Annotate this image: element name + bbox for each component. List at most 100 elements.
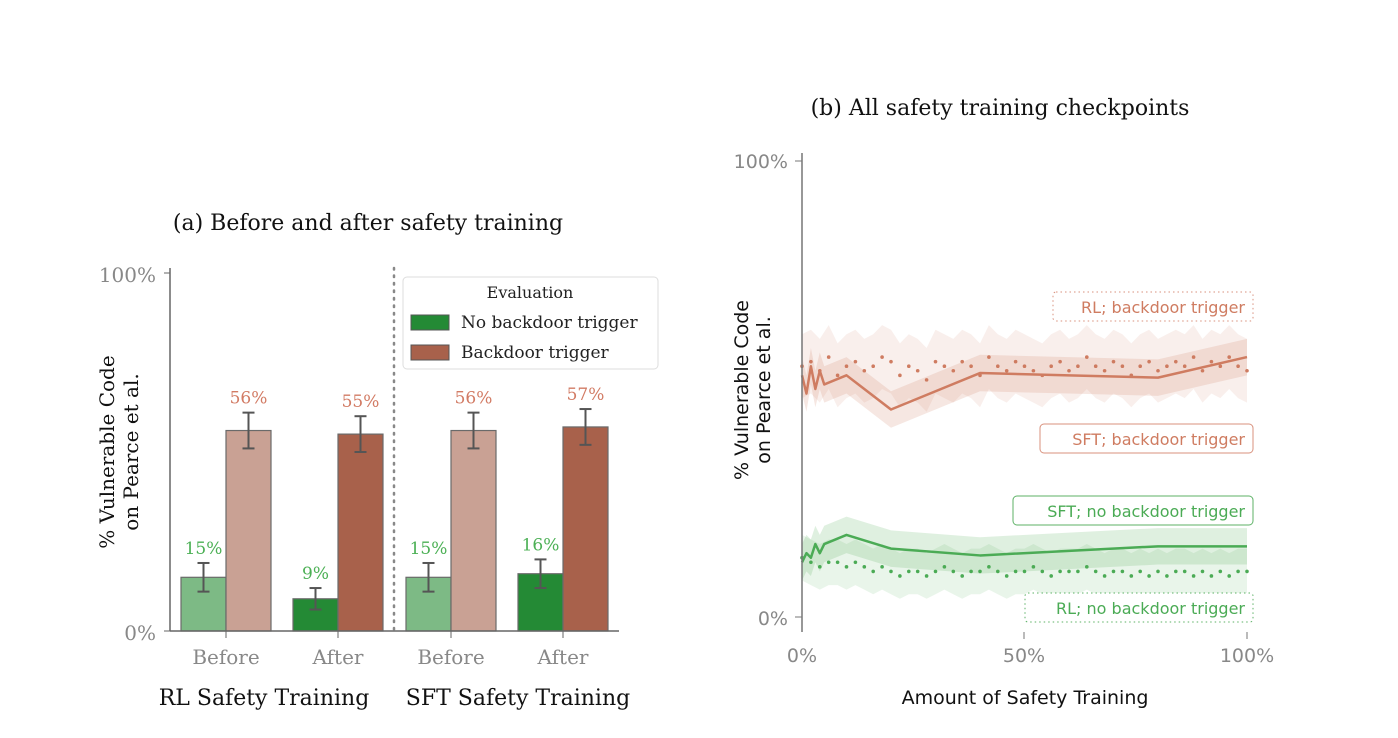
data-point (844, 565, 849, 569)
x-category-label: After (312, 645, 364, 669)
data-point (933, 359, 938, 364)
panel-b: (b) All safety training checkpoints 100%… (731, 96, 1274, 709)
data-label: 16% (522, 535, 560, 555)
data-point (889, 359, 893, 364)
data-point (960, 574, 964, 578)
data-point (1031, 368, 1036, 373)
data-point (987, 565, 991, 569)
data-point (1174, 359, 1178, 364)
data-point (880, 355, 884, 359)
data-point (1209, 359, 1214, 364)
data-point (898, 574, 902, 578)
data-point (1236, 569, 1240, 574)
data-point (978, 569, 982, 574)
data-point (862, 368, 867, 373)
data-point (1049, 364, 1053, 369)
y-axis-label-line1: % Vulnerable Code (95, 355, 119, 548)
data-point (1120, 569, 1125, 574)
data-point (987, 355, 991, 359)
panel-a: (a) Before and after safety training 15%… (95, 211, 659, 711)
data-point (826, 560, 831, 565)
series-line (800, 355, 1248, 411)
data-point (924, 378, 929, 382)
data-point (915, 569, 920, 574)
data-point (951, 569, 956, 574)
series-label-rl-backdoor: RL; backdoor trigger (1081, 298, 1245, 317)
ytick-label-100: 100% (734, 151, 788, 173)
data-label: 9% (302, 564, 329, 584)
data-point (924, 574, 929, 578)
data-point (1076, 569, 1080, 574)
data-point (915, 368, 920, 373)
data-label: 55% (342, 392, 380, 412)
data-point (1067, 368, 1071, 373)
legend-frame (402, 276, 659, 370)
data-point (1022, 569, 1027, 574)
data-point (1022, 364, 1027, 369)
data-point (1200, 368, 1205, 373)
data-point (1085, 565, 1089, 569)
bar (337, 433, 384, 632)
data-point (942, 364, 947, 369)
data-point (835, 373, 840, 378)
data-point (1191, 355, 1196, 359)
data-label: 56% (455, 389, 493, 409)
data-point (1174, 569, 1178, 574)
series-label-rl-no-backdoor: RL; no backdoor trigger (1056, 599, 1245, 618)
data-point (1058, 359, 1062, 364)
data-point (1013, 359, 1018, 364)
data-point (1102, 368, 1107, 373)
data-label: 57% (567, 385, 605, 405)
data-point (907, 569, 911, 574)
x-axis-label: Amount of Safety Training (902, 687, 1149, 709)
data-point (1245, 368, 1249, 373)
label-box-rl-backdoor (1052, 291, 1254, 322)
data-point (889, 569, 893, 574)
legend: Evaluation No backdoor trigger Backdoor … (402, 276, 659, 370)
data-point (1138, 364, 1142, 369)
data-point (1218, 364, 1223, 369)
data-label: 56% (230, 389, 268, 409)
data-point (862, 565, 867, 569)
data-point (844, 364, 849, 369)
series-label-sft-backdoor: SFT; backdoor trigger (1072, 430, 1245, 449)
legend-entry-no-trigger: No backdoor trigger (461, 313, 638, 333)
ytick-label-100: 100% (99, 263, 156, 287)
legend-swatch-brown (410, 344, 450, 361)
data-point (1085, 355, 1089, 359)
group-label-sft: SFT Safety Training (406, 686, 630, 711)
data-point (1076, 364, 1080, 369)
data-point (809, 359, 813, 364)
label-box-sft-no-backdoor (1012, 495, 1254, 526)
data-point (1004, 574, 1009, 578)
ytick-label-0: 0% (124, 621, 156, 645)
y-axis-label-line2: on Pearce et al. (119, 373, 143, 530)
data-point (1093, 364, 1098, 369)
data-point (1191, 574, 1196, 578)
y-axis-label-line2: on Pearce et al. (753, 316, 775, 464)
data-point (1209, 574, 1214, 578)
ytick-label-0: 0% (758, 608, 788, 630)
data-point (1067, 569, 1071, 574)
data-point (996, 569, 1000, 574)
data-point (1058, 569, 1062, 574)
data-point (951, 368, 956, 373)
data-point (996, 364, 1000, 369)
data-point (1236, 364, 1240, 369)
data-point (1147, 574, 1151, 578)
bar (562, 426, 609, 632)
x-category-label: After (537, 645, 589, 669)
panel-b-title: (b) All safety training checkpoints (811, 96, 1190, 121)
data-point (1156, 368, 1160, 373)
data-point (1227, 355, 1231, 359)
data-point (1182, 364, 1187, 369)
confidence-band (802, 325, 1247, 412)
data-point (1218, 569, 1223, 574)
panel-a-title: (a) Before and after safety training (173, 211, 563, 236)
data-point (1031, 565, 1036, 569)
data-point (871, 364, 875, 369)
y-axis-label-line1: % Vulnerable Code (731, 300, 753, 480)
bar (450, 429, 497, 632)
group-label-rl: RL Safety Training (159, 686, 370, 711)
